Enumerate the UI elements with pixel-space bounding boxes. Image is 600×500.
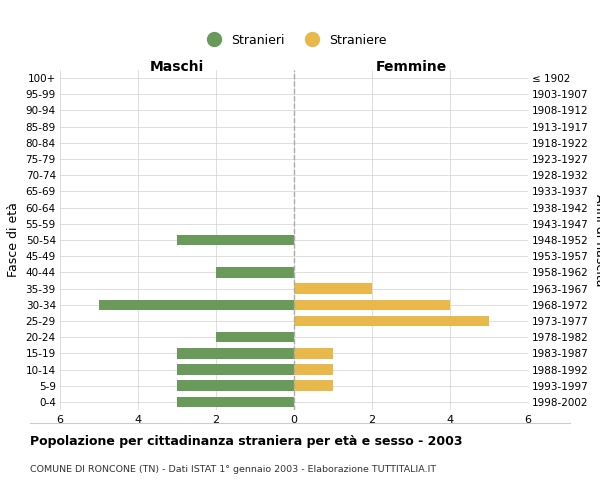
Bar (216, 332, 294, 342)
Text: Popolazione per cittadinanza straniera per età e sesso - 2003: Popolazione per cittadinanza straniera p… (30, 435, 463, 448)
Y-axis label: Anni di nascita: Anni di nascita (593, 194, 600, 286)
Bar (177, 396, 294, 407)
Bar (294, 364, 333, 375)
Text: Maschi: Maschi (150, 60, 204, 74)
Bar (177, 364, 294, 375)
Bar (294, 316, 489, 326)
Bar (294, 348, 333, 358)
Bar (294, 300, 450, 310)
Bar (99, 300, 294, 310)
Bar (216, 267, 294, 278)
Bar (294, 380, 333, 391)
Text: COMUNE DI RONCONE (TN) - Dati ISTAT 1° gennaio 2003 - Elaborazione TUTTITALIA.IT: COMUNE DI RONCONE (TN) - Dati ISTAT 1° g… (30, 465, 436, 474)
Bar (177, 234, 294, 246)
Y-axis label: Fasce di età: Fasce di età (7, 202, 20, 278)
Legend: Stranieri, Straniere: Stranieri, Straniere (196, 28, 392, 52)
Bar (294, 284, 372, 294)
Bar (177, 348, 294, 358)
Text: Femmine: Femmine (376, 60, 446, 74)
Bar (177, 380, 294, 391)
